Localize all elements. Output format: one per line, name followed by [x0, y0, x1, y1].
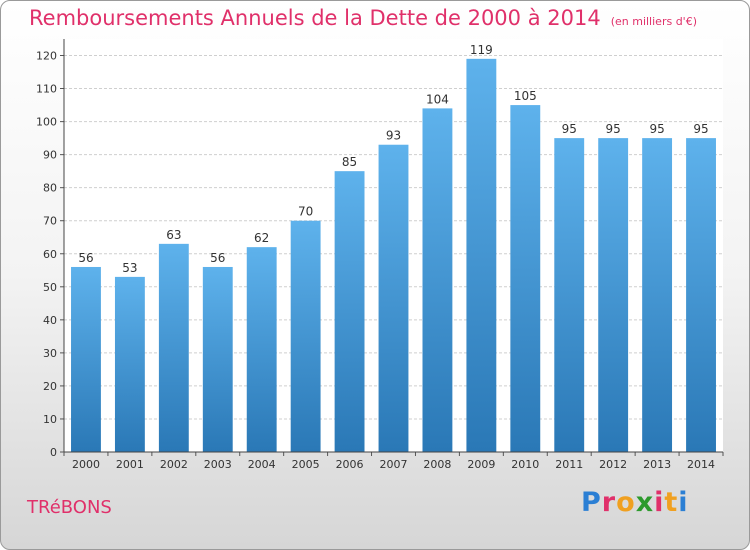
y-tick-label: 60	[43, 248, 57, 261]
bar-2008	[422, 108, 453, 452]
bar-2000	[71, 266, 101, 452]
data-label: 105	[514, 89, 537, 103]
bar-2006	[334, 171, 365, 452]
y-tick-label: 90	[43, 149, 57, 162]
data-label: 119	[470, 43, 493, 57]
labels: 0 10 20 30 40 50 60 70 80 90 100 110 120 56 2000 53 2001…	[36, 43, 715, 471]
data-label: 85	[342, 155, 357, 169]
bar-2002	[158, 243, 189, 452]
logo-letter: o	[616, 487, 636, 518]
x-tick-label: 2004	[248, 458, 276, 471]
y-tick-label: 20	[43, 380, 57, 393]
data-label: 53	[122, 261, 137, 275]
y-tick-label: 30	[43, 347, 57, 360]
bar-2013	[642, 138, 673, 452]
x-tick-label: 2009	[467, 458, 495, 471]
x-tick-label: 2011	[555, 458, 583, 471]
data-label: 56	[210, 251, 225, 265]
bar-2007	[378, 144, 409, 452]
proxiti-logo: Proxiti	[581, 487, 689, 518]
x-tick-label: 2006	[336, 458, 364, 471]
x-tick-label: 2014	[687, 458, 715, 471]
logo-letter: x	[635, 487, 655, 518]
chart-title: Remboursements Annuels de la Dette de 20…	[29, 6, 697, 30]
axes	[60, 39, 724, 456]
x-tick-label: 2002	[160, 458, 188, 471]
logo-letter: P	[581, 487, 602, 518]
y-tick-label: 50	[43, 281, 57, 294]
y-tick-label: 70	[43, 215, 57, 228]
x-tick-label: 2001	[116, 458, 144, 471]
x-tick-label: 2003	[204, 458, 232, 471]
logo-letter: i	[654, 487, 665, 518]
x-tick-label: 2000	[72, 458, 100, 471]
commune-name: TRéBONS	[27, 497, 112, 518]
data-label: 63	[166, 228, 181, 242]
y-tick-label: 40	[43, 314, 57, 327]
bars	[71, 58, 716, 452]
bar-2009	[466, 58, 497, 452]
data-label: 70	[298, 205, 313, 219]
data-label: 95	[562, 122, 577, 136]
data-label: 56	[78, 251, 93, 265]
x-tick-label: 2005	[292, 458, 320, 471]
y-tick-label: 80	[43, 182, 57, 195]
x-tick-label: 2007	[380, 458, 408, 471]
bar-2010	[510, 105, 541, 452]
bar-2003	[202, 266, 233, 452]
y-tick-label: 0	[50, 446, 57, 459]
x-tick-label: 2010	[511, 458, 539, 471]
bar-2004	[246, 247, 277, 452]
bar-2011	[554, 138, 585, 452]
chart-unit: (en milliers d'€)	[610, 15, 697, 28]
data-label: 95	[649, 122, 664, 136]
y-tick-label: 100	[36, 116, 57, 129]
bar-2005	[290, 220, 321, 452]
bar-2012	[598, 138, 629, 452]
data-label: 95	[606, 122, 621, 136]
x-tick-label: 2008	[423, 458, 451, 471]
y-tick-label: 10	[43, 413, 57, 426]
logo-letter: r	[601, 487, 617, 518]
x-tick-label: 2013	[643, 458, 671, 471]
data-label: 62	[254, 231, 269, 245]
data-label: 95	[693, 122, 708, 136]
y-tick-label: 110	[36, 83, 57, 96]
bar-2001	[114, 276, 145, 452]
chart-title-text: Remboursements Annuels de la Dette de 20…	[29, 6, 601, 30]
y-tick-label: 120	[36, 50, 57, 63]
bar-2014	[686, 138, 716, 452]
data-label: 104	[426, 92, 449, 106]
logo-letter: i	[678, 487, 689, 518]
data-label: 93	[386, 129, 401, 143]
logo-letter: t	[664, 487, 679, 518]
x-tick-label: 2012	[599, 458, 627, 471]
